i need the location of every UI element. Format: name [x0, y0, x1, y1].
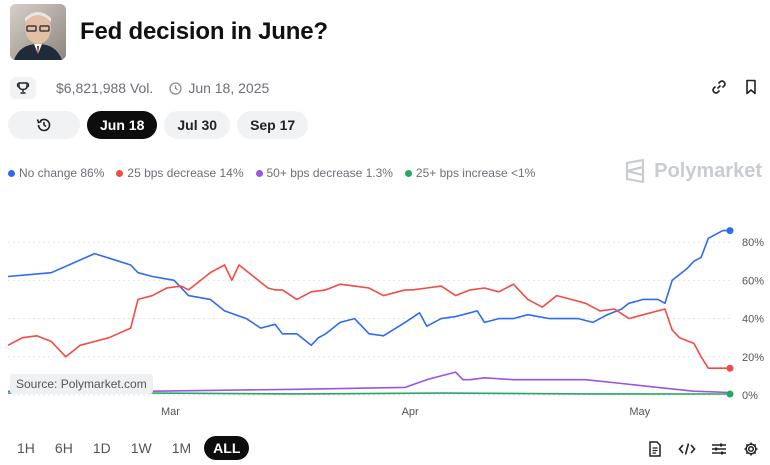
- document-icon[interactable]: [646, 440, 664, 458]
- legend-dot: [404, 169, 412, 177]
- tab-sep-17[interactable]: Sep 17: [237, 111, 309, 139]
- range-1m[interactable]: 1M: [171, 440, 192, 456]
- series-end-marker: [726, 364, 734, 372]
- time-range-selector: 1H 6H 1D 1W 1M ALL: [10, 436, 250, 460]
- y-tick-label: 0%: [742, 390, 758, 402]
- end-date-text: Jun 18, 2025: [188, 80, 270, 96]
- chart-tools: [646, 440, 760, 458]
- legend-label: 25+ bps increase <1%: [415, 166, 536, 180]
- legend-label: 50+ bps decrease 1.3%: [266, 166, 393, 180]
- page-title: Fed decision in June?: [80, 18, 328, 45]
- series-line-no-change: [7, 229, 730, 347]
- legend-item-50bps-decrease: 50+ bps decrease 1.3%: [255, 166, 393, 180]
- series-line-25-bps-decrease: [7, 264, 730, 369]
- y-tick-label: 80%: [742, 237, 764, 249]
- source-label: Source: Polymarket.com: [10, 374, 153, 394]
- market-avatar: [10, 4, 66, 60]
- series-end-marker: [726, 227, 734, 235]
- legend-dot: [8, 169, 15, 177]
- range-1w[interactable]: 1W: [130, 440, 152, 456]
- polymarket-watermark: Polymarket: [624, 159, 762, 183]
- market-meta: $6,821,988 Vol. Jun 18, 2025: [10, 76, 269, 100]
- range-all[interactable]: ALL: [204, 436, 250, 460]
- brand-name: Polymarket: [654, 159, 762, 182]
- history-icon: [36, 118, 51, 132]
- sliders-icon[interactable]: [710, 440, 728, 458]
- history-button[interactable]: [8, 111, 80, 139]
- embed-code-icon[interactable]: [678, 440, 696, 458]
- market-header: Fed decision in June?: [10, 4, 328, 60]
- volume-text: $6,821,988 Vol.: [56, 80, 154, 96]
- bookmark-icon[interactable]: [742, 78, 760, 96]
- link-icon[interactable]: [710, 78, 728, 96]
- clock-icon: [169, 81, 182, 95]
- tab-jun-18[interactable]: Jun 18: [87, 111, 158, 139]
- legend-label: No change 86%: [19, 166, 105, 180]
- range-1d[interactable]: 1D: [92, 440, 111, 456]
- legend-dot: [116, 169, 124, 177]
- person-portrait-image: [10, 4, 66, 60]
- chart-legend: No change 86% 25 bps decrease 14% 50+ bp…: [8, 166, 535, 180]
- legend-item-no-change: No change 86%: [8, 166, 104, 180]
- legend-dot: [255, 169, 263, 177]
- y-tick-label: 60%: [742, 275, 764, 287]
- x-tick-label: Apr: [402, 406, 419, 418]
- y-tick-label: 40%: [742, 314, 764, 326]
- series-end-marker: [726, 390, 734, 398]
- polymarket-logo-icon: [626, 159, 645, 183]
- date-tabs: Jun 18 Jul 30 Sep 17: [8, 111, 309, 139]
- range-6h[interactable]: 6H: [54, 440, 73, 456]
- legend-label: 25 bps decrease 14%: [127, 166, 244, 180]
- price-history-chart[interactable]: 0% 20% 40% 60% 80% Mar Apr May: [0, 215, 770, 430]
- legend-item-25bps-increase: 25+ bps increase <1%: [404, 166, 536, 180]
- gear-icon[interactable]: [742, 440, 760, 458]
- tab-jul-30[interactable]: Jul 30: [164, 111, 231, 139]
- x-tick-label: Mar: [161, 406, 180, 418]
- y-tick-label: 20%: [742, 352, 764, 364]
- series-line-50-bps-decrease: [8, 371, 731, 394]
- range-1h[interactable]: 1H: [17, 440, 35, 456]
- x-tick-label: May: [629, 406, 650, 418]
- header-actions: [710, 78, 760, 96]
- trophy-button[interactable]: [10, 77, 36, 99]
- trophy-icon: [16, 82, 30, 94]
- legend-item-25bps-decrease: 25 bps decrease 14%: [116, 166, 244, 180]
